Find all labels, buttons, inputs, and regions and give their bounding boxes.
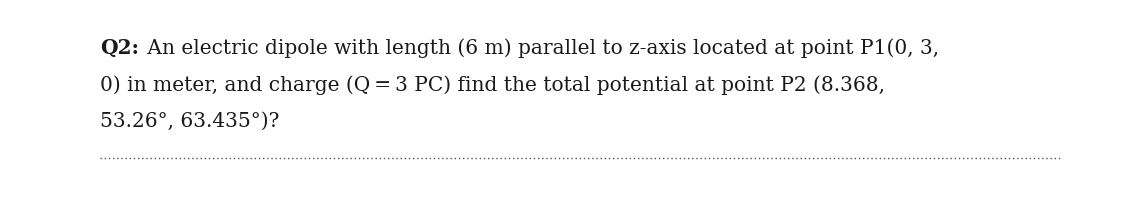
Text: 53.26°, 63.435°)?: 53.26°, 63.435°)?: [100, 112, 280, 131]
Text: Q2:: Q2:: [100, 38, 139, 58]
Text: 0) in meter, and charge (Q = 3 PC) find the total potential at point P2 (8.368,: 0) in meter, and charge (Q = 3 PC) find …: [100, 75, 885, 95]
Text: An electric dipole with length (6 m) parallel to z-axis located at point P1(0, 3: An electric dipole with length (6 m) par…: [140, 38, 940, 58]
